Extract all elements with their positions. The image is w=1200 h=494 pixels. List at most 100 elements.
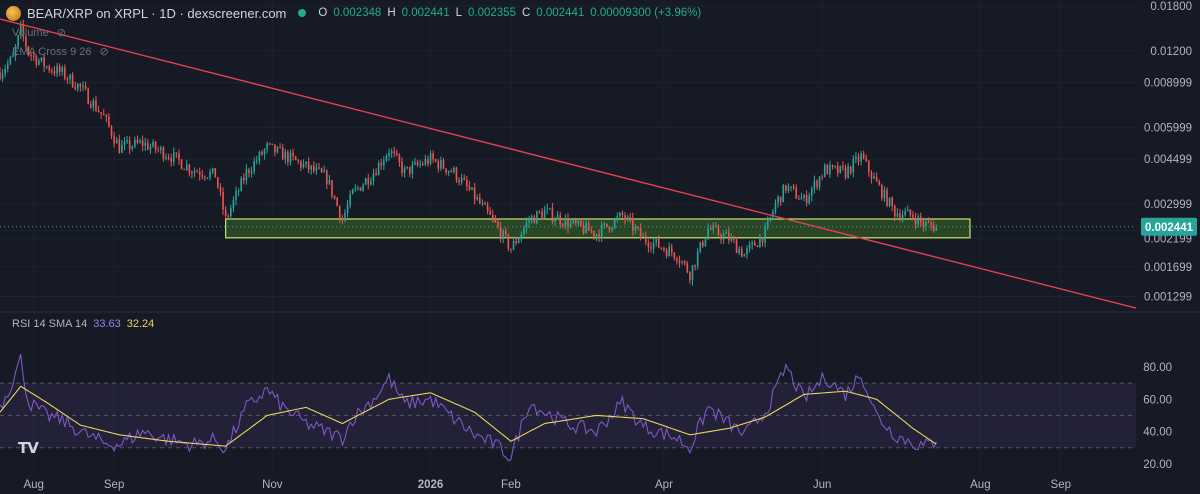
candle-body: [211, 168, 214, 172]
candle-body: [556, 215, 559, 220]
price-tick-label: 0.001699: [1144, 262, 1192, 274]
candle-body: [289, 152, 292, 163]
candle-body: [69, 74, 71, 80]
candle-body: [258, 151, 261, 161]
candle-body: [87, 88, 89, 105]
candle-body: [883, 189, 886, 199]
candle-body: [17, 35, 19, 47]
candle-body: [484, 203, 486, 205]
candle-body: [152, 141, 154, 147]
candle-body: [354, 187, 357, 190]
candle-body: [460, 178, 463, 183]
candle-body: [253, 161, 255, 172]
rsi-header[interactable]: RSI 14 SMA 14 33.63 32.24: [12, 318, 154, 330]
volume-label: Volume: [12, 26, 49, 39]
rsi-tick-label: 60.00: [1143, 394, 1172, 406]
symbol-title[interactable]: BEAR/XRP on XRPL · 1D · dexscreener.com: [27, 5, 287, 21]
volume-indicator[interactable]: Volume ⊘: [12, 26, 66, 40]
candle-body: [735, 240, 738, 254]
candle-body: [634, 227, 637, 231]
candle-body: [204, 176, 206, 178]
candle-body: [453, 167, 455, 173]
candle-body: [727, 232, 730, 241]
tradingview-logo[interactable]: TV: [18, 439, 39, 457]
candle-body: [476, 197, 479, 200]
candle-body: [746, 248, 748, 255]
candle-body: [590, 230, 593, 232]
candle-body: [300, 161, 302, 168]
candle-body: [276, 146, 279, 153]
candle-body: [613, 218, 616, 228]
candle-body: [730, 237, 733, 241]
candle-body: [922, 221, 925, 227]
candle-body: [292, 152, 294, 157]
eye-slash-icon[interactable]: ⊘: [56, 27, 66, 39]
candle-body: [191, 172, 193, 174]
candle-body: [520, 234, 523, 239]
candle-body: [396, 153, 398, 155]
axes: 0.01800 0.01200 0.008999 0.005999 0.004499 0.…: [23, 1, 1197, 491]
candle-body: [722, 234, 725, 240]
candle-body: [909, 209, 912, 215]
candle-body: [38, 60, 40, 65]
candle-body: [891, 197, 894, 206]
candle-body: [43, 57, 45, 67]
eye-slash-icon[interactable]: ⊘: [99, 46, 109, 58]
candle-body: [603, 223, 606, 225]
candle-body: [4, 68, 6, 74]
candle-body: [704, 239, 707, 247]
candle-body: [468, 186, 471, 190]
candle-body: [434, 159, 437, 162]
candle-body: [403, 168, 406, 174]
candle-body: [351, 189, 354, 195]
candle-body: [673, 252, 676, 259]
candle-body: [320, 168, 323, 173]
time-tick-label: Feb: [501, 479, 521, 491]
candle-body: [232, 199, 235, 209]
candle-body: [421, 163, 424, 165]
candle-body: [733, 237, 735, 241]
time-tick-label: Sep: [1051, 479, 1071, 491]
price-tick-label: 0.002999: [1144, 199, 1192, 211]
candle-body: [927, 221, 930, 223]
candle-body: [77, 83, 79, 90]
candle-body: [102, 113, 105, 116]
candle-body: [341, 219, 344, 221]
candle-body: [131, 146, 134, 150]
low-value: 0.002355: [468, 7, 516, 19]
candle-body: [533, 216, 536, 224]
candle-body: [870, 172, 873, 179]
candle-body: [785, 185, 787, 191]
ema-label: EMA Cross 9 26: [12, 45, 92, 58]
candle-body: [466, 179, 468, 187]
candle-body: [486, 204, 489, 211]
candle-body: [580, 220, 582, 226]
change-value: 0.00009300 (+3.96%): [590, 7, 702, 19]
ema-indicator[interactable]: EMA Cross 9 26 ⊘: [12, 45, 109, 59]
candle-body: [530, 216, 533, 221]
candle-body: [53, 71, 56, 74]
candle-body: [110, 126, 113, 136]
high-value: 0.002441: [401, 7, 450, 19]
candle-body: [248, 169, 250, 174]
candle-body: [429, 153, 432, 164]
candle-body: [427, 159, 429, 164]
candle-body: [567, 218, 569, 228]
candle-body: [611, 227, 613, 231]
candle-body: [74, 87, 77, 90]
candle-body: [585, 223, 587, 234]
current-price-label: 0.002441: [1145, 222, 1194, 234]
candle-body: [772, 211, 774, 218]
candle-body: [761, 237, 764, 243]
candle-body: [383, 160, 385, 166]
candle-body: [790, 186, 792, 188]
candle-body: [836, 166, 839, 174]
candle-body: [235, 191, 237, 200]
candle-body: [323, 170, 326, 173]
rsi-tick-label: 80.00: [1143, 362, 1172, 374]
candle-body: [834, 166, 836, 168]
candle-body: [250, 171, 253, 174]
candle-body: [491, 214, 494, 219]
candle-body: [779, 196, 782, 203]
